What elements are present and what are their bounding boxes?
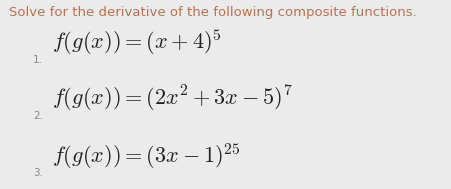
Text: Solve for the derivative of the following composite functions.: Solve for the derivative of the followin… bbox=[9, 6, 416, 19]
Text: 2.: 2. bbox=[33, 111, 43, 121]
Text: $f(g(x)) = (3x - 1)^{25}$: $f(g(x)) = (3x - 1)^{25}$ bbox=[52, 141, 240, 171]
Text: $f(g(x)) = (2x^{2} + 3x - 5)^{7}$: $f(g(x)) = (2x^{2} + 3x - 5)^{7}$ bbox=[52, 84, 292, 114]
Text: 1.: 1. bbox=[33, 55, 43, 64]
Text: 3.: 3. bbox=[33, 168, 43, 178]
Text: $f(g(x)) = (x + 4)^{5}$: $f(g(x)) = (x + 4)^{5}$ bbox=[52, 28, 221, 57]
